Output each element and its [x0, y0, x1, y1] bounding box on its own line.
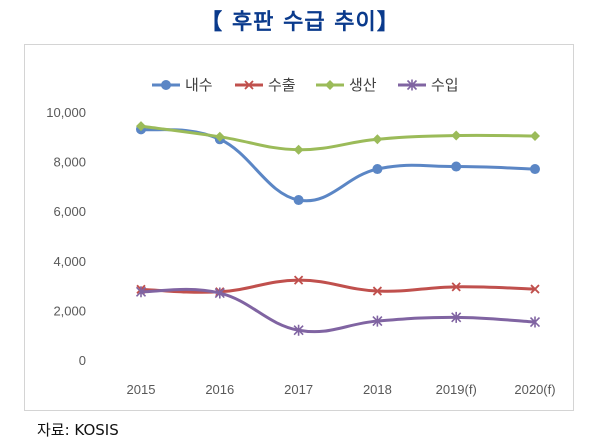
y-axis: 0 2,000 4,000 6,000 8,000 10,000	[46, 105, 86, 368]
y-tick-label: 0	[79, 353, 86, 368]
series-group	[135, 121, 541, 336]
data-point	[451, 161, 462, 172]
legend-label: 수입	[431, 76, 459, 94]
x-tick-label: 2015	[127, 382, 156, 397]
legend-item: 내수	[152, 76, 213, 94]
series-line	[140, 127, 536, 203]
data-point	[293, 144, 304, 155]
data-point	[135, 286, 147, 298]
x-tick-label: 2017	[284, 382, 313, 397]
legend-marker	[244, 80, 254, 90]
y-tick-label: 10,000	[46, 105, 86, 120]
legend-marker	[406, 79, 418, 91]
y-tick-label: 6,000	[53, 204, 86, 219]
source-note: 자료: KOSIS	[37, 421, 119, 439]
data-point	[451, 282, 461, 292]
data-point	[293, 195, 304, 206]
data-point	[136, 121, 146, 132]
chart-frame	[24, 44, 574, 411]
data-point	[372, 286, 383, 296]
x-tick-label: 2016	[205, 382, 234, 397]
y-tick-label: 8,000	[53, 155, 86, 170]
legend: 내수 수출 생산 수입	[152, 76, 459, 94]
data-point	[214, 131, 225, 142]
data-point	[529, 316, 541, 328]
y-tick-label: 4,000	[53, 254, 86, 269]
data-point	[530, 284, 540, 294]
legend-label: 내수	[185, 76, 213, 94]
legend-item: 생산	[316, 76, 377, 94]
legend-item: 수입	[398, 76, 459, 94]
data-point	[214, 287, 225, 299]
series-생산	[136, 121, 540, 155]
legend-marker	[161, 80, 171, 90]
x-tick-label: 2020(f)	[514, 382, 555, 397]
y-tick-label: 2,000	[53, 303, 86, 318]
data-point	[372, 164, 383, 175]
data-point	[293, 324, 304, 336]
legend-marker	[325, 80, 335, 90]
data-point	[372, 134, 383, 145]
data-point	[451, 311, 462, 323]
legend-label: 생산	[349, 76, 377, 94]
legend-item: 수출	[235, 76, 296, 94]
data-point	[530, 131, 540, 142]
series-수출	[136, 275, 540, 297]
x-tick-label: 2019(f)	[436, 382, 477, 397]
data-point	[293, 275, 304, 285]
page-title: 【 후판 수급 추이】	[200, 10, 400, 35]
legend-label: 수출	[268, 76, 296, 94]
series-line	[140, 124, 536, 152]
x-axis: 2015 2016 2017 2018 2019(f) 2020(f)	[127, 382, 556, 397]
data-point	[451, 130, 462, 141]
series-수입	[135, 286, 541, 336]
x-tick-label: 2018	[363, 382, 392, 397]
data-point	[530, 164, 540, 175]
series-line	[140, 287, 536, 334]
data-point	[372, 315, 383, 327]
